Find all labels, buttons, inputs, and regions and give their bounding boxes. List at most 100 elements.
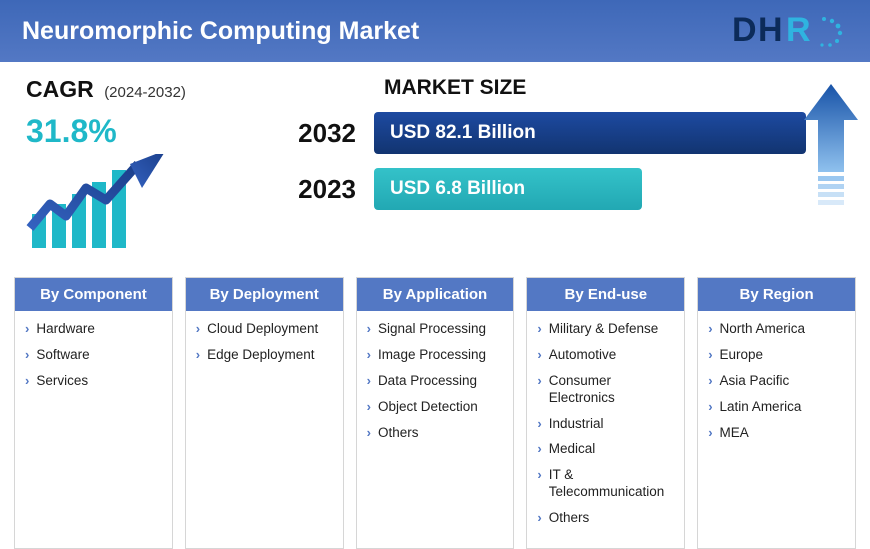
segment-item: ›North America bbox=[708, 321, 845, 338]
mid-section: CAGR (2024-2032) 31.8% bbox=[0, 62, 870, 277]
segment-item-label: Image Processing bbox=[378, 347, 486, 364]
chevron-icon: › bbox=[367, 373, 371, 390]
segment-item-label: Hardware bbox=[36, 321, 95, 338]
segment-body: › Military & Defense › Automotive › Consumer … bbox=[527, 311, 684, 548]
segment-header: By Application bbox=[357, 278, 514, 311]
market-size-bar: USD 82.1 Billion bbox=[374, 112, 806, 154]
segment-item-label: Automotive bbox=[549, 347, 617, 364]
segment-item-label: Others bbox=[549, 510, 590, 527]
segment-column: By End-use › Military & Defense › Automotive… bbox=[526, 277, 685, 549]
segment-item-label: Services bbox=[36, 373, 88, 390]
chevron-icon: › bbox=[537, 373, 541, 390]
chevron-icon: › bbox=[196, 321, 200, 338]
segment-item-label: Medical bbox=[549, 441, 596, 458]
segment-item: › Industrial bbox=[537, 416, 674, 433]
bar-year: 2032 bbox=[234, 118, 374, 149]
segment-item: › Asia Pacific bbox=[708, 373, 845, 390]
growth-chart-icon bbox=[26, 154, 216, 259]
segment-item: › Hardware bbox=[25, 321, 162, 338]
chevron-icon: › bbox=[537, 321, 541, 338]
segment-item: › IT & Telecommunication bbox=[537, 467, 674, 501]
segment-item: › Latin America bbox=[708, 399, 845, 416]
segment-item-label: Consumer Electronics bbox=[549, 373, 674, 407]
svg-text:R: R bbox=[786, 11, 811, 49]
segment-item: › Signal Processing bbox=[367, 321, 504, 338]
chevron-icon: › bbox=[708, 347, 712, 364]
market-size-block: MARKET SIZE 2032USD 82.1 Billion 2023USD … bbox=[234, 76, 852, 259]
chevron-icon: › bbox=[537, 441, 541, 458]
svg-text:H: H bbox=[758, 11, 783, 49]
segment-body: ›Hardware›Software›Services bbox=[15, 311, 172, 411]
chevron-icon: › bbox=[25, 321, 29, 338]
segment-item: › Automotive bbox=[537, 347, 674, 364]
segment-item-label: Others bbox=[378, 425, 419, 442]
segment-item-label: Industrial bbox=[549, 416, 604, 433]
chevron-icon: › bbox=[367, 425, 371, 442]
cagr-label: CAGR bbox=[26, 76, 94, 102]
dhr-logo: D H R bbox=[732, 11, 848, 51]
bars-container: 2032USD 82.1 Billion 2023USD 6.8 Billion bbox=[234, 112, 852, 210]
chevron-icon: › bbox=[708, 425, 712, 442]
segment-item-label: Object Detection bbox=[378, 399, 478, 416]
chevron-icon: › bbox=[25, 373, 29, 390]
market-size-title: MARKET SIZE bbox=[384, 76, 852, 100]
chevron-icon: › bbox=[537, 347, 541, 364]
segment-item: › Object Detection bbox=[367, 399, 504, 416]
segment-item-label: North America bbox=[720, 321, 806, 338]
segment-item-label: Cloud Deployment bbox=[207, 321, 318, 338]
cagr-heading: CAGR (2024-2032) bbox=[26, 76, 216, 103]
segment-item: › Medical bbox=[537, 441, 674, 458]
segment-item-label: Data Processing bbox=[378, 373, 477, 390]
chevron-icon: › bbox=[708, 399, 712, 416]
segment-item-label: Latin America bbox=[720, 399, 802, 416]
bar-row: 2032USD 82.1 Billion bbox=[234, 112, 852, 154]
segment-item: ›Europe bbox=[708, 347, 845, 364]
segment-item: › Military & Defense bbox=[537, 321, 674, 338]
segment-item: › Image Processing bbox=[367, 347, 504, 364]
svg-text:D: D bbox=[732, 11, 757, 49]
header-bar: Neuromorphic Computing Market D H R bbox=[0, 0, 870, 62]
cagr-block: CAGR (2024-2032) 31.8% bbox=[26, 76, 216, 259]
chevron-icon: › bbox=[367, 321, 371, 338]
segment-item-label: Military & Defense bbox=[549, 321, 659, 338]
up-arrow-icon bbox=[804, 84, 858, 219]
segment-header: By Deployment bbox=[186, 278, 343, 311]
chevron-icon: › bbox=[196, 347, 200, 364]
page-title: Neuromorphic Computing Market bbox=[22, 17, 419, 46]
segment-item: ›Software bbox=[25, 347, 162, 364]
chevron-icon: › bbox=[367, 399, 371, 416]
chevron-icon: › bbox=[537, 416, 541, 433]
segment-item-label: Asia Pacific bbox=[720, 373, 790, 390]
chevron-icon: › bbox=[537, 467, 541, 484]
segment-column: By Component›Hardware›Software›Services bbox=[14, 277, 173, 549]
segments-row: By Component › Hardware ›Software › Services B… bbox=[0, 277, 870, 549]
segment-header: By End-use bbox=[527, 278, 684, 311]
segment-item: › Edge Deployment bbox=[196, 347, 333, 364]
segment-body: ›North America›Europe›Asia Pacific›Latin… bbox=[698, 311, 855, 462]
segment-item: › Data Processing bbox=[367, 373, 504, 390]
segment-item: › Services bbox=[25, 373, 162, 390]
chevron-icon: › bbox=[537, 510, 541, 527]
segment-item: › MEA bbox=[708, 425, 845, 442]
bar-row: 2023USD 6.8 Billion bbox=[234, 168, 852, 210]
segment-column: By Region›North America›Europe›Asia Paci… bbox=[697, 277, 856, 549]
segment-item-label: MEA bbox=[720, 425, 749, 442]
segment-item: › Cloud Deployment bbox=[196, 321, 333, 338]
segment-item-label: Signal Processing bbox=[378, 321, 486, 338]
segment-item: › Consumer Electronics bbox=[537, 373, 674, 407]
segment-item: › Others bbox=[367, 425, 504, 442]
segment-header: By Component bbox=[15, 278, 172, 311]
market-size-bar: USD 6.8 Billion bbox=[374, 168, 642, 210]
chevron-icon: › bbox=[708, 373, 712, 390]
segment-body: › Cloud Deployment › Edge Deployment bbox=[186, 311, 343, 385]
segment-item: › Others bbox=[537, 510, 674, 527]
segment-item-label: Edge Deployment bbox=[207, 347, 314, 364]
chevron-icon: › bbox=[367, 347, 371, 364]
cagr-value: 31.8% bbox=[26, 113, 216, 150]
segment-column: By Deployment › Cloud Deployment › Edge Depl… bbox=[185, 277, 344, 549]
segment-header: By Region bbox=[698, 278, 855, 311]
chevron-icon: › bbox=[25, 347, 29, 364]
cagr-period: (2024-2032) bbox=[104, 84, 186, 101]
segment-column: By Application › Signal Processing › Image P… bbox=[356, 277, 515, 549]
segment-item-label: IT & Telecommunication bbox=[549, 467, 674, 501]
